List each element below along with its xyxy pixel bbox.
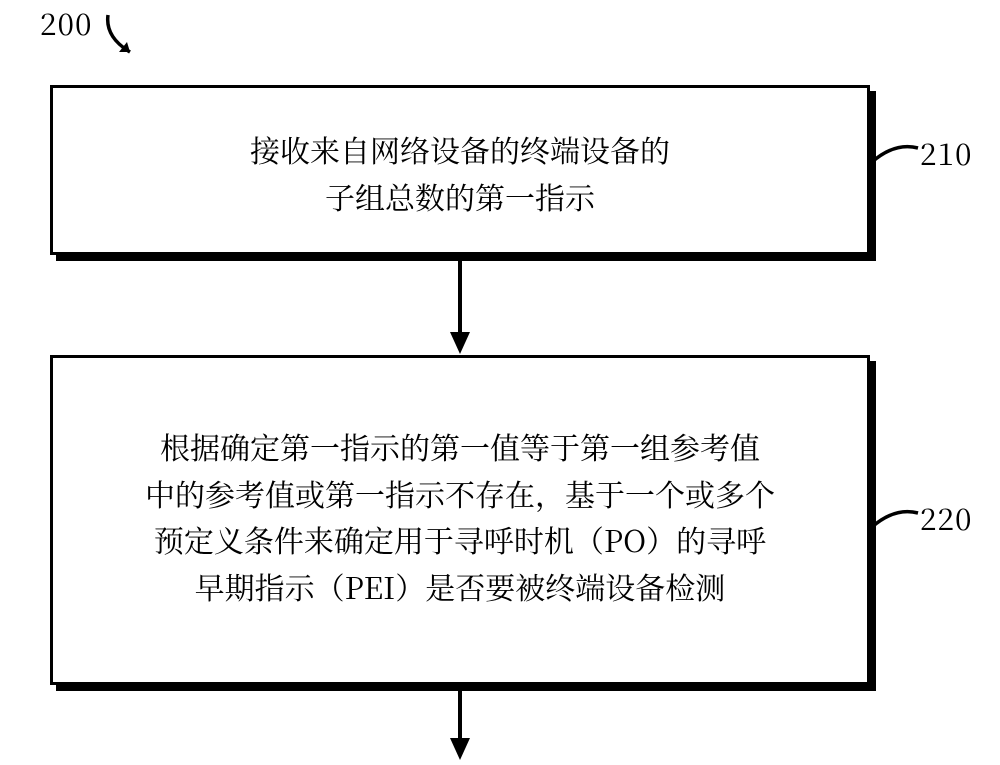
flow-step-210: 接收来自网络设备的终端设备的 子组总数的第一指示 xyxy=(50,85,870,255)
text-line: 中的参考值或第一指示不存在，基于一个或多个 xyxy=(145,471,775,515)
figure-ref-arrow-icon xyxy=(100,12,150,62)
text-line: 子组总数的第一指示 xyxy=(325,174,595,218)
step-ref-label: 210 xyxy=(920,130,973,174)
text-line: 根据确定第一指示的第一值等于第一组参考值 xyxy=(160,424,760,468)
text-line: 预定义条件来确定用于寻呼时机（PO）的寻呼 xyxy=(154,517,766,561)
text-line: 接收来自网络设备的终端设备的 xyxy=(250,127,670,171)
flowchart-canvas: 200 接收来自网络设备的终端设备的 子组总数的第一指示 210 根据确定第一指… xyxy=(0,0,1000,765)
step-ref-label: 220 xyxy=(920,495,973,539)
flow-step-text: 接收来自网络设备的终端设备的 子组总数的第一指示 xyxy=(53,126,867,219)
arrow-down-icon xyxy=(448,260,472,356)
leader-line-icon xyxy=(870,505,920,535)
figure-ref-label: 200 xyxy=(40,0,93,44)
arrow-down-icon xyxy=(448,690,472,762)
flow-step-220: 根据确定第一指示的第一值等于第一组参考值 中的参考值或第一指示不存在，基于一个或… xyxy=(50,355,870,685)
leader-line-icon xyxy=(870,140,920,170)
flow-step-text: 根据确定第一指示的第一值等于第一组参考值 中的参考值或第一指示不存在，基于一个或… xyxy=(53,423,867,609)
text-line: 早期指示（PEI）是否要被终端设备检测 xyxy=(195,564,726,608)
